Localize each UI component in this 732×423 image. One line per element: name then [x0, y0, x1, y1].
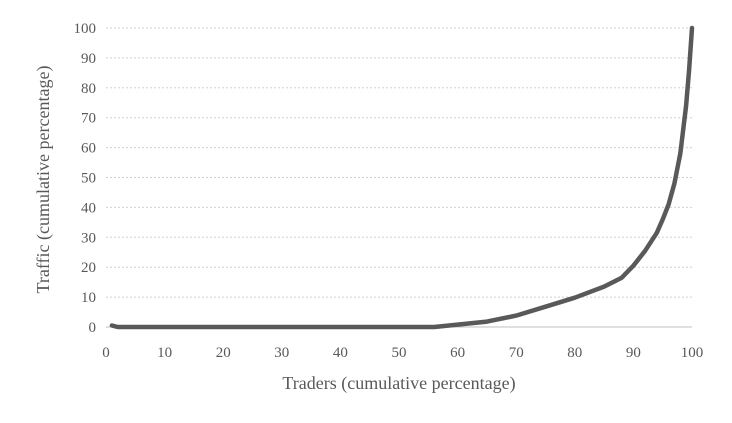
- y-tick-label-0: 0: [89, 320, 97, 336]
- x-tick-label-30: 30: [274, 345, 289, 361]
- x-tick-label-20: 20: [216, 345, 231, 361]
- traffic-curve-line: [109, 25, 695, 330]
- y-tick-label-70: 70: [81, 111, 96, 127]
- x-tick-label-80: 80: [567, 345, 582, 361]
- y-tick-label-30: 30: [81, 230, 96, 246]
- y-tick-label-100: 100: [74, 21, 97, 37]
- x-tick-label-70: 70: [509, 345, 524, 361]
- y-axis-tick-labels: 0 10 20 30 40 50 60 70 80 90 100: [74, 21, 97, 336]
- y-tick-label-50: 50: [81, 171, 96, 187]
- x-axis-title: Traders (cumulative percentage): [282, 373, 515, 394]
- y-tick-label-90: 90: [81, 51, 96, 67]
- y-tick-label-60: 60: [81, 141, 96, 157]
- gridlines: [106, 27, 692, 298]
- y-tick-label-80: 80: [81, 81, 96, 97]
- x-tick-label-60: 60: [450, 345, 465, 361]
- y-tick-label-40: 40: [81, 200, 96, 216]
- x-tick-label-100: 100: [681, 345, 704, 361]
- x-tick-label-40: 40: [333, 345, 348, 361]
- x-tick-label-50: 50: [392, 345, 407, 361]
- y-tick-label-20: 20: [81, 260, 96, 276]
- x-tick-label-90: 90: [626, 345, 641, 361]
- y-tick-label-10: 10: [81, 290, 96, 306]
- y-axis-title: Traffic (cumulative percentage): [33, 66, 54, 294]
- x-axis-tick-labels: 0 10 20 30 40 50 60 70 80 90 100: [102, 345, 703, 361]
- x-tick-label-10: 10: [157, 345, 172, 361]
- x-tick-label-0: 0: [102, 345, 110, 361]
